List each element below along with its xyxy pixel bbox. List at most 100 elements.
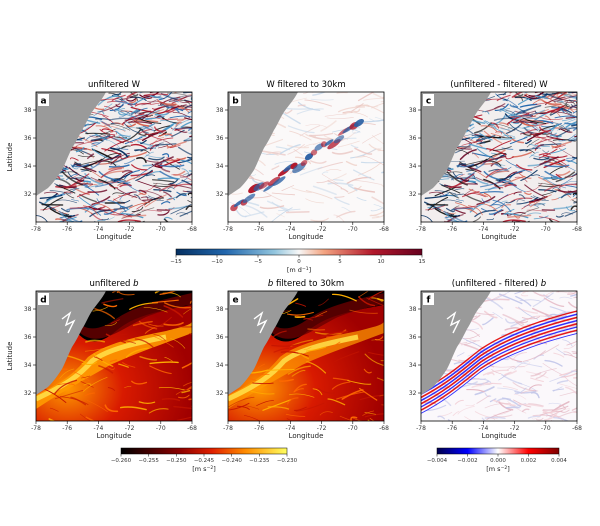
field-streak bbox=[54, 389, 84, 400]
field-streak bbox=[550, 92, 562, 99]
field-streak bbox=[474, 122, 492, 134]
field-streak bbox=[188, 398, 192, 401]
field-streak bbox=[91, 196, 111, 206]
field-streak bbox=[445, 207, 456, 213]
field-streak bbox=[102, 115, 114, 124]
field-streak bbox=[479, 191, 504, 194]
field-streak bbox=[176, 177, 188, 185]
field-streak bbox=[333, 179, 344, 181]
panel-label: a bbox=[40, 97, 46, 107]
field-streak bbox=[144, 151, 154, 158]
front-band bbox=[421, 323, 577, 405]
field-streak bbox=[350, 144, 359, 149]
panel-title: unfiltered W bbox=[88, 80, 141, 90]
field-streak bbox=[519, 149, 528, 152]
field-streak bbox=[83, 158, 103, 168]
field-streak bbox=[158, 387, 185, 391]
field-streak bbox=[119, 406, 147, 411]
field-streak bbox=[502, 313, 525, 326]
field-streak bbox=[340, 188, 349, 193]
field-streak bbox=[441, 176, 454, 181]
field-streak bbox=[369, 417, 375, 421]
x-tick-label: -68 bbox=[187, 425, 197, 432]
field-streak bbox=[484, 402, 511, 409]
field-streak bbox=[370, 207, 383, 212]
field-streak bbox=[447, 419, 452, 421]
field-streak bbox=[530, 377, 544, 382]
field-streak bbox=[93, 103, 113, 117]
field-streak bbox=[512, 351, 528, 361]
field-streak bbox=[376, 377, 384, 382]
field-streak bbox=[124, 114, 148, 121]
field-streak bbox=[441, 199, 463, 204]
field-streak bbox=[140, 149, 150, 154]
field-streak bbox=[516, 199, 525, 203]
field-streak bbox=[327, 398, 346, 406]
field-streak bbox=[305, 190, 333, 200]
field-streak bbox=[124, 158, 136, 165]
field-streak bbox=[136, 157, 147, 163]
colorbar-tick-label: −0.002 bbox=[457, 458, 477, 464]
gulf-stream-core bbox=[36, 334, 167, 402]
field-streak bbox=[79, 413, 92, 421]
field-streak bbox=[336, 92, 348, 94]
y-tick-label: 38 bbox=[409, 306, 417, 313]
field-streak bbox=[445, 213, 460, 222]
panel-frame bbox=[420, 290, 578, 422]
field-streak bbox=[544, 184, 561, 192]
x-tick-label: -74 bbox=[93, 425, 103, 432]
field-streak bbox=[556, 380, 569, 385]
x-tick-label: -72 bbox=[510, 425, 520, 432]
panel-c-field bbox=[421, 92, 577, 222]
field-streak bbox=[553, 205, 573, 210]
field-streak bbox=[131, 164, 148, 171]
field-streak bbox=[555, 291, 573, 296]
field-streak bbox=[82, 205, 98, 216]
field-streak bbox=[324, 113, 347, 117]
field-streak bbox=[170, 203, 192, 215]
field-streak bbox=[493, 123, 516, 131]
field-streak bbox=[496, 94, 511, 102]
field-streak bbox=[524, 192, 532, 195]
field-streak bbox=[39, 194, 63, 199]
field-streak bbox=[118, 363, 129, 368]
panel-label: f bbox=[427, 296, 431, 306]
field-streak bbox=[570, 293, 577, 297]
field-streak bbox=[533, 215, 549, 220]
field-streak bbox=[511, 92, 524, 98]
field-streak bbox=[427, 196, 449, 211]
field-streak bbox=[504, 326, 520, 331]
field-streak bbox=[236, 209, 247, 218]
field-streak bbox=[75, 160, 99, 167]
field-streak bbox=[518, 362, 531, 368]
field-streak bbox=[363, 368, 372, 374]
field-streak bbox=[521, 199, 537, 210]
field-streak bbox=[177, 394, 190, 399]
field-streak bbox=[347, 184, 358, 192]
field-streak bbox=[563, 354, 577, 359]
field-streak bbox=[190, 196, 192, 198]
field-streak bbox=[549, 370, 574, 382]
field-streak bbox=[108, 184, 119, 189]
field-streak bbox=[268, 369, 295, 371]
field-streak bbox=[136, 127, 144, 132]
field-streak bbox=[110, 152, 130, 165]
field-streak bbox=[133, 194, 141, 200]
field-streak bbox=[561, 177, 573, 185]
field-streak bbox=[294, 156, 312, 165]
field-streak bbox=[349, 309, 378, 314]
field-streak bbox=[257, 363, 265, 369]
field-streak bbox=[539, 116, 563, 120]
field-streak bbox=[159, 184, 176, 192]
field-streak bbox=[59, 396, 89, 405]
field-streak bbox=[149, 95, 164, 100]
x-tick-label: -76 bbox=[254, 226, 264, 233]
field-streak bbox=[320, 341, 341, 355]
field-streak bbox=[125, 347, 149, 358]
x-tick-label: -76 bbox=[447, 425, 457, 432]
field-streak bbox=[36, 215, 48, 222]
field-streak bbox=[85, 339, 106, 343]
field-streak bbox=[520, 169, 538, 181]
y-tick-label: 38 bbox=[216, 306, 224, 313]
x-tick-label: -72 bbox=[317, 425, 327, 432]
